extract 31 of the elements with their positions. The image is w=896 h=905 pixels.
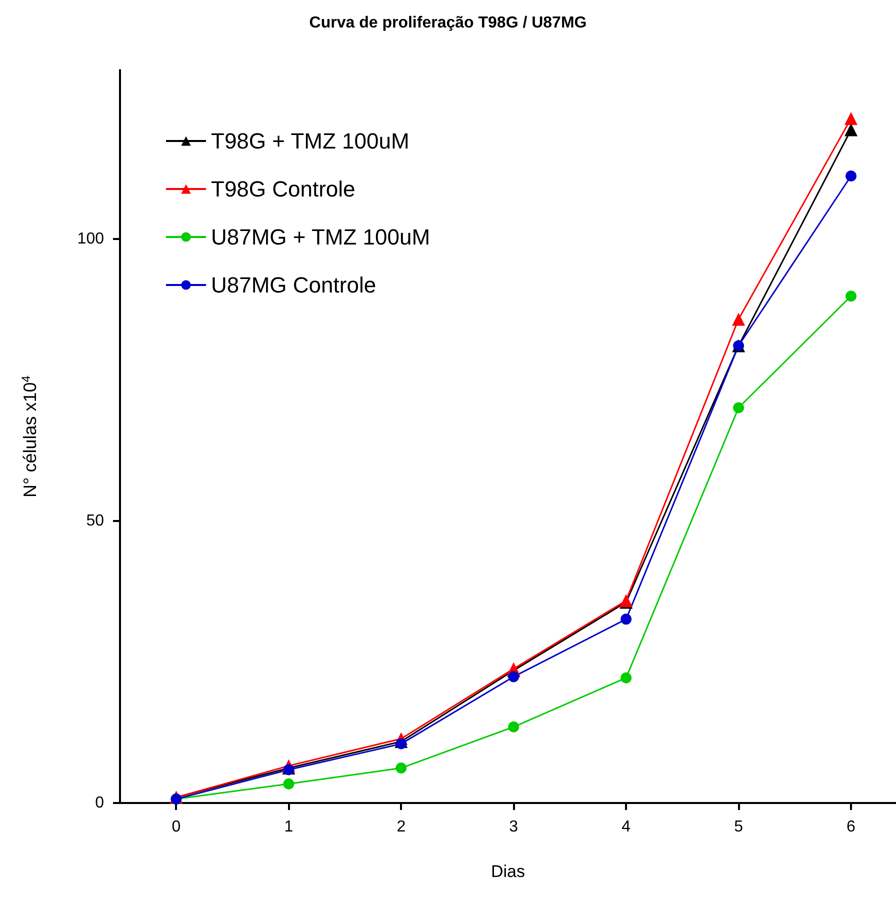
- x-tick-label: 5: [734, 818, 744, 836]
- chart-title: Curva de proliferação T98G / U87MG: [309, 14, 587, 32]
- y-tick-label: 0: [95, 794, 104, 812]
- point: [508, 721, 520, 732]
- point: [508, 671, 520, 682]
- y-tick-label: 50: [86, 512, 104, 530]
- point: [283, 778, 294, 790]
- point: [846, 170, 857, 182]
- point: [396, 738, 407, 750]
- point: [620, 614, 632, 625]
- x-axis-title: Dias: [490, 862, 526, 881]
- x-tick-label: 4: [622, 818, 631, 836]
- point: [620, 672, 632, 684]
- point: [396, 762, 407, 774]
- point: [283, 764, 294, 776]
- point: [844, 123, 858, 136]
- x-tick-label: 2: [396, 818, 406, 836]
- point: [844, 112, 858, 125]
- point: [732, 312, 746, 326]
- legend-label: U87MG Controle: [211, 272, 376, 298]
- y-tick-label: 100: [77, 230, 104, 248]
- point: [733, 402, 744, 414]
- legend-label: U87MG + TMZ 100uM: [211, 224, 430, 250]
- y-axis-title: N° células x104: [19, 375, 40, 498]
- x-tick-label: 1: [284, 818, 294, 836]
- point: [846, 290, 857, 302]
- x-tick-label: 6: [846, 818, 856, 836]
- x-tick-label: 3: [509, 818, 518, 836]
- legend-label: T98G + TMZ 100uM: [211, 128, 410, 154]
- x-tick-label: 0: [172, 818, 181, 836]
- legend-label: T98G Controle: [211, 176, 356, 202]
